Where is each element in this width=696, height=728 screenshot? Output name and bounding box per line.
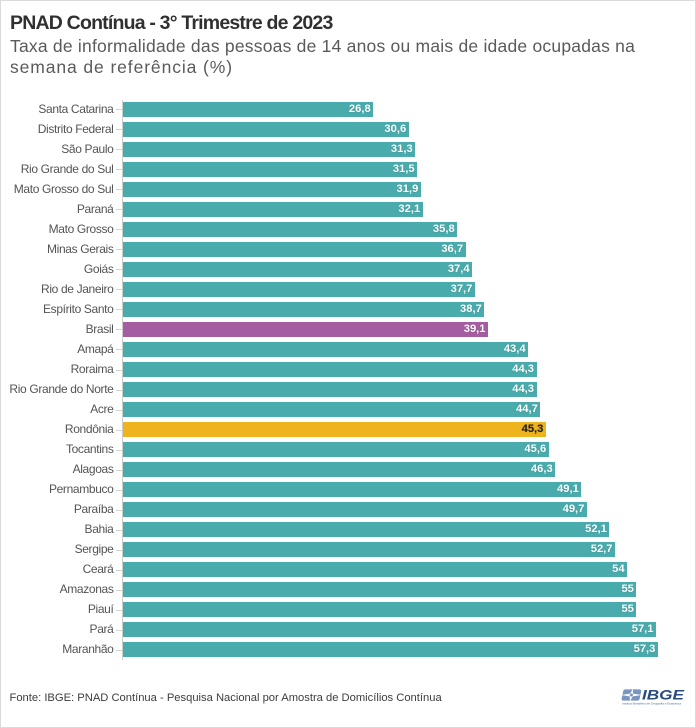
svg-text:IBGE: IBGE (642, 687, 685, 703)
svg-text:Instituto Brasileiro de Geogra: Instituto Brasileiro de Geografia e Esta… (622, 702, 682, 706)
